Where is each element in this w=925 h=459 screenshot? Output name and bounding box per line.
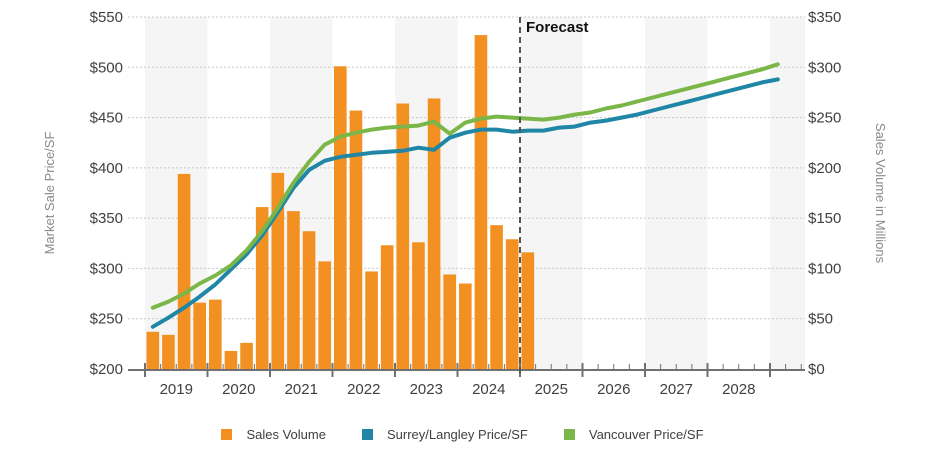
bar-sales-volume bbox=[490, 225, 503, 369]
x-tick-label: 2019 bbox=[160, 381, 193, 398]
line-vancouver bbox=[150, 62, 780, 310]
y-right-tick-label: $350 bbox=[808, 9, 841, 26]
legend-label: Sales Volume bbox=[246, 427, 326, 442]
price-lines bbox=[150, 62, 780, 329]
legend-label: Surrey/Langley Price/SF bbox=[386, 427, 528, 442]
year-bands bbox=[145, 17, 805, 369]
bar-sales-volume bbox=[287, 211, 300, 369]
y-right-tick-label: $150 bbox=[808, 210, 841, 227]
y-left-tick-label: $300 bbox=[90, 260, 123, 277]
x-tick-label: 2026 bbox=[597, 381, 630, 398]
x-tick-label: 2027 bbox=[660, 381, 693, 398]
bar-sales-volume bbox=[521, 252, 535, 369]
y-right-tick-label: $200 bbox=[808, 160, 841, 177]
y-axis-right-title: Sales Volume in Millions bbox=[873, 123, 888, 264]
y-right-tick-label: $250 bbox=[808, 110, 841, 127]
legend-swatch-icon bbox=[221, 429, 233, 440]
x-axis: 2019 2020 2021 2022 2023 2024 2025 2026 2027 2028 bbox=[128, 363, 805, 398]
bar-sales-volume bbox=[224, 350, 238, 369]
y-right-tick-label: $0 bbox=[808, 361, 825, 378]
legend-swatch-icon bbox=[361, 429, 373, 440]
y-axis-left: $200 $250 $300 $350 $400 $450 $500 $550 bbox=[90, 9, 123, 378]
legend-item-surrey-langley[interactable]: Surrey/Langley Price/SF bbox=[361, 427, 528, 442]
y-left-tick-label: $450 bbox=[90, 110, 123, 127]
x-tick-label: 2022 bbox=[347, 381, 380, 398]
bar-sales-volume bbox=[177, 173, 191, 369]
y-left-tick-label: $400 bbox=[90, 160, 123, 177]
bar-sales-volume bbox=[474, 35, 488, 370]
bar-sales-volume bbox=[271, 172, 285, 369]
x-tick-label: 2025 bbox=[535, 381, 568, 398]
y-right-tick-label: $50 bbox=[808, 311, 833, 328]
legend-swatch-icon bbox=[563, 429, 575, 440]
x-tick-label: 2024 bbox=[472, 381, 505, 398]
year-band bbox=[645, 17, 708, 369]
legend-item-sales-volume[interactable]: Sales Volume bbox=[221, 427, 326, 442]
bar-sales-volume bbox=[349, 110, 363, 369]
y-left-tick-label: $550 bbox=[90, 9, 123, 26]
x-tick-label: 2020 bbox=[222, 381, 255, 398]
bar-sales-volume bbox=[443, 274, 456, 369]
sales-volume-bars bbox=[146, 35, 535, 370]
y-right-tick-label: $100 bbox=[808, 260, 841, 277]
y-left-tick-label: $200 bbox=[90, 361, 123, 378]
x-tick-label: 2021 bbox=[285, 381, 318, 398]
bar-sales-volume bbox=[146, 331, 160, 369]
forecast-label: Forecast bbox=[526, 19, 589, 36]
x-tick-label: 2028 bbox=[722, 381, 755, 398]
chart: 2019 2020 2021 2022 2023 2024 2025 2026 2027 2028… bbox=[42, 9, 888, 398]
legend-label: Vancouver Price/SF bbox=[588, 427, 704, 442]
legend-item-vancouver[interactable]: Vancouver Price/SF bbox=[563, 427, 704, 442]
legend: Sales Volume Surrey/Langley Price/SF Van… bbox=[0, 427, 925, 442]
gridlines bbox=[128, 16, 805, 320]
bar-sales-volume bbox=[459, 283, 472, 369]
bar-sales-volume bbox=[412, 242, 425, 369]
bar-sales-volume bbox=[365, 271, 378, 369]
bar-sales-volume bbox=[427, 98, 441, 369]
y-axis-right: $0 $50 $100 $150 $200 $250 $300 $350 bbox=[808, 9, 841, 378]
bar-sales-volume bbox=[193, 302, 206, 369]
bar-sales-volume bbox=[162, 334, 175, 369]
bar-sales-volume bbox=[209, 299, 222, 369]
y-right-tick-label: $300 bbox=[808, 59, 841, 76]
year-band bbox=[770, 17, 805, 369]
bar-sales-volume bbox=[240, 342, 253, 369]
bar-sales-volume bbox=[505, 239, 519, 369]
bar-sales-volume bbox=[334, 66, 347, 369]
x-tick-label: 2023 bbox=[410, 381, 443, 398]
bar-sales-volume bbox=[396, 103, 410, 370]
bar-sales-volume bbox=[255, 207, 269, 369]
bar-sales-volume bbox=[302, 231, 316, 369]
y-axis-left-title: Market Sale Price/SF bbox=[42, 132, 57, 255]
y-left-tick-label: $250 bbox=[90, 311, 123, 328]
line-surrey-langley bbox=[150, 77, 780, 329]
y-left-tick-label: $500 bbox=[90, 59, 123, 76]
bar-sales-volume bbox=[318, 261, 331, 369]
bar-sales-volume bbox=[380, 245, 394, 369]
y-left-tick-label: $350 bbox=[90, 210, 123, 227]
